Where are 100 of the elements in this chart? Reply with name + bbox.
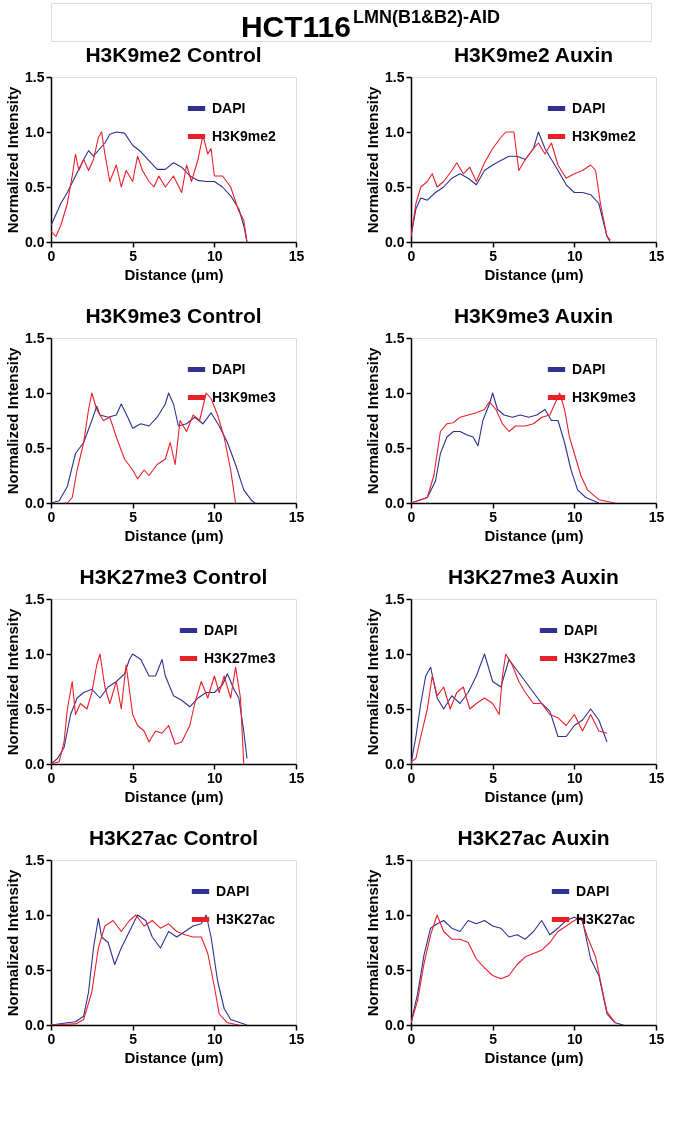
y-tick-label: 0.0: [385, 1016, 405, 1033]
y-tick-label: 0.5: [385, 178, 405, 195]
y-axis-title: Normalized Intensity: [364, 347, 382, 495]
x-tick-label: 10: [567, 508, 583, 525]
x-tick-label: 5: [489, 769, 498, 786]
x-tick-label: 15: [288, 769, 305, 786]
chart-title: H3K9me3 Auxin: [453, 304, 614, 327]
legend-label: DAPI: [576, 882, 610, 899]
x-tick-label: 5: [129, 769, 138, 786]
chart-title: H3K27ac Control: [88, 826, 259, 849]
y-tick-label: 0.0: [385, 233, 405, 250]
y-tick-label: 0.5: [25, 178, 45, 195]
x-tick-label: 0: [407, 769, 416, 786]
y-tick-label: 0.5: [385, 700, 405, 717]
x-axis-title: Distance (μm): [484, 1048, 584, 1066]
x-tick-label: 15: [648, 1030, 665, 1047]
y-tick-label: 1.0: [25, 384, 45, 401]
x-tick-label: 5: [129, 1030, 138, 1047]
x-axis-title: Distance (μm): [124, 526, 224, 544]
legend-label: H3K9me3: [572, 388, 637, 405]
x-tick-label: 15: [648, 508, 665, 525]
x-axis-title: Distance (μm): [124, 1048, 224, 1066]
y-tick-label: 0.0: [385, 755, 405, 772]
legend-label: DAPI: [212, 99, 246, 116]
legend-label: H3K9me2: [212, 127, 277, 144]
legend-label: H3K27me3: [204, 649, 276, 666]
y-tick-label: 1.0: [385, 123, 405, 140]
legend-label: DAPI: [204, 621, 238, 638]
legend-label: DAPI: [572, 360, 606, 377]
x-tick-label: 15: [288, 1030, 305, 1047]
y-tick-label: 0.0: [25, 494, 45, 511]
y-tick-label: 1.5: [385, 68, 405, 85]
y-tick-label: 0.0: [25, 755, 45, 772]
y-tick-label: 1.0: [385, 906, 405, 923]
y-axis-title: Normalized Intensity: [4, 86, 22, 234]
legend-label: DAPI: [572, 99, 606, 116]
x-tick-label: 5: [489, 508, 498, 525]
y-tick-label: 1.5: [25, 851, 45, 868]
x-tick-label: 0: [407, 247, 416, 264]
x-tick-label: 0: [47, 508, 56, 525]
x-tick-label: 0: [47, 1030, 56, 1047]
y-axis-title: Normalized Intensity: [364, 608, 382, 756]
legend-label: H3K27me3: [564, 649, 636, 666]
x-tick-label: 15: [288, 247, 305, 264]
y-tick-label: 1.5: [25, 590, 45, 607]
x-tick-label: 10: [207, 247, 223, 264]
x-tick-label: 5: [489, 247, 498, 264]
legend-label: DAPI: [212, 360, 246, 377]
legend-label: H3K9me2: [572, 127, 637, 144]
y-tick-label: 0.0: [385, 494, 405, 511]
x-axis-title: Distance (μm): [484, 526, 584, 544]
chart-title: H3K9me3 Control: [85, 304, 262, 327]
x-tick-label: 15: [288, 508, 305, 525]
x-axis-title: Distance (μm): [124, 265, 224, 283]
x-tick-label: 10: [207, 1030, 223, 1047]
y-axis-title: Normalized Intensity: [364, 86, 382, 234]
x-tick-label: 15: [648, 769, 665, 786]
y-axis-title: Normalized Intensity: [364, 869, 382, 1017]
x-tick-label: 5: [129, 508, 138, 525]
y-tick-label: 1.5: [25, 329, 45, 346]
y-tick-label: 1.5: [385, 590, 405, 607]
legend-label: H3K27ac: [216, 910, 276, 927]
x-tick-label: 0: [47, 247, 56, 264]
y-tick-label: 1.0: [25, 645, 45, 662]
legend-label: DAPI: [564, 621, 598, 638]
chart-title: H3K9me2 Auxin: [453, 43, 614, 66]
y-axis-title: Normalized Intensity: [4, 869, 22, 1017]
chart-title: H3K9me2 Control: [85, 43, 262, 66]
legend-label: H3K27ac: [576, 910, 636, 927]
y-tick-label: 0.0: [25, 1016, 45, 1033]
legend-label: DAPI: [216, 882, 250, 899]
y-tick-label: 0.0: [25, 233, 45, 250]
y-tick-label: 0.5: [25, 439, 45, 456]
chart-title: H3K27me3 Auxin: [448, 565, 619, 588]
y-tick-label: 1.5: [385, 851, 405, 868]
x-tick-label: 5: [489, 1030, 498, 1047]
y-tick-label: 0.5: [385, 961, 405, 978]
y-axis-title: Normalized Intensity: [4, 347, 22, 495]
y-tick-label: 1.0: [385, 384, 405, 401]
x-tick-label: 5: [129, 247, 138, 264]
chart-title: H3K27me3 Control: [79, 565, 268, 588]
legend-label: H3K9me3: [212, 388, 277, 405]
x-tick-label: 15: [648, 247, 665, 264]
y-tick-label: 1.0: [25, 906, 45, 923]
x-axis-title: Distance (μm): [484, 265, 584, 283]
x-axis-title: Distance (μm): [484, 787, 584, 805]
x-tick-label: 0: [407, 508, 416, 525]
y-tick-label: 0.5: [385, 439, 405, 456]
y-tick-label: 0.5: [25, 961, 45, 978]
y-tick-label: 1.0: [385, 645, 405, 662]
y-axis-title: Normalized Intensity: [4, 608, 22, 756]
x-tick-label: 10: [567, 247, 583, 264]
x-tick-label: 10: [207, 508, 223, 525]
x-tick-label: 10: [567, 1030, 583, 1047]
y-tick-label: 1.5: [25, 68, 45, 85]
x-tick-label: 0: [407, 1030, 416, 1047]
chart-title: H3K27ac Auxin: [457, 826, 610, 849]
x-tick-label: 0: [47, 769, 56, 786]
y-tick-label: 1.5: [385, 329, 405, 346]
x-axis-title: Distance (μm): [124, 787, 224, 805]
